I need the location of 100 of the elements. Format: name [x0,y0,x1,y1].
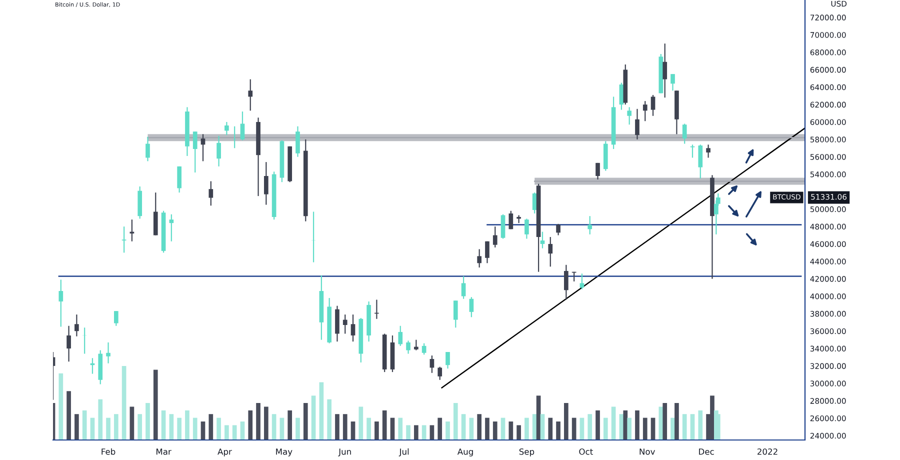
bar [58,373,64,440]
candlestick [532,192,537,214]
candlestick [169,214,174,242]
bar [296,418,300,440]
bar [453,403,458,440]
bar [588,414,592,440]
candlestick [485,240,490,264]
bar [358,406,364,440]
candlestick [635,108,640,140]
candlestick [264,162,268,206]
candlestick [670,74,675,92]
bar [82,410,87,440]
candlestick [642,100,648,122]
bar [185,410,190,440]
candlestick [698,144,703,180]
x-tick-label: Oct [579,448,593,455]
bar [311,396,316,440]
candlestick [66,325,71,362]
x-tick-label: Feb [102,448,116,455]
candlestick [177,166,182,194]
x-tick-label: Nov [640,448,655,455]
bar [200,422,206,440]
bar [623,410,628,440]
candlestick [74,314,79,337]
candlestick [114,310,118,326]
bar [319,382,324,440]
bar [438,418,442,440]
candlestick [714,200,718,235]
bar [208,414,214,440]
candlestick [524,218,529,240]
candlestick [216,135,221,167]
bar [192,418,198,440]
candlestick [422,342,426,356]
bar [106,418,110,440]
bar [414,425,418,440]
bar [635,410,640,440]
bar [536,396,541,440]
bar [492,422,498,440]
bar [540,414,545,440]
x-tick-label: 2022 [758,448,778,455]
candlestick [540,231,545,249]
candlestick [438,366,442,380]
bar [446,422,450,440]
bar [658,406,664,440]
candlestick [706,144,710,158]
bar [682,414,687,440]
bar [264,406,268,440]
bar [153,370,158,440]
bar [556,422,560,440]
bar [674,403,679,440]
bar [406,425,410,440]
candlestick [508,210,514,230]
bar [485,418,490,440]
candlestick [662,43,668,98]
candlestick [588,216,592,235]
candlestick [461,276,466,300]
candlestick [453,300,458,328]
bar [114,414,118,440]
bar [288,410,292,440]
x-tick-label: Aug [457,448,473,456]
candlestick [627,106,632,126]
candlestick [580,273,584,290]
x-tick-label: Dec [699,448,714,455]
bar [430,425,434,440]
bar [516,425,521,440]
candlestick [564,264,568,300]
bar [710,396,714,440]
bar [698,410,703,440]
candlestick [492,226,498,248]
candlestick [248,78,253,112]
bar [524,418,529,440]
candlestick [342,314,348,334]
bar [74,414,79,440]
x-tick-label: Sep [519,448,534,456]
candlestick [596,162,600,180]
bar [508,422,514,440]
bar [66,391,71,440]
x-tick-label: May [276,448,292,456]
candlestick [548,236,553,268]
bar [98,399,103,440]
bar [232,425,237,440]
bar [422,425,426,440]
bar [216,418,221,440]
candlestick [192,131,198,174]
bar [461,414,466,440]
candlestick [232,126,237,149]
candlestick [556,223,560,236]
bar [532,414,537,440]
candlestick [650,94,656,116]
bar [627,418,632,440]
candlestick [430,354,434,374]
x-tick-label: Mar [156,448,172,455]
bar [130,406,134,440]
bar [327,399,332,440]
bar [335,414,340,440]
bar [374,422,379,440]
bar [477,414,482,440]
candlestick [153,192,158,236]
candlestick [406,340,410,354]
bar [272,414,276,440]
